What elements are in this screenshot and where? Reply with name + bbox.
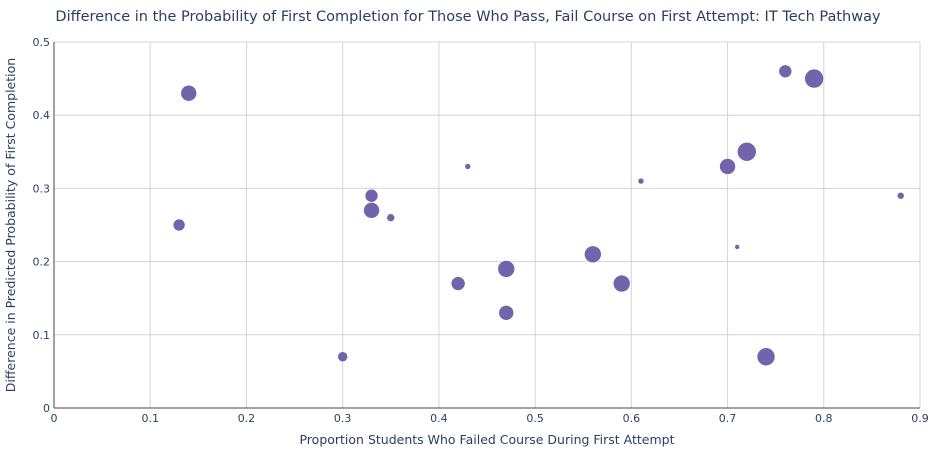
data-point[interactable] [756,347,776,367]
chart-title: Difference in the Probability of First C… [55,9,881,25]
data-points [172,64,905,367]
data-point[interactable] [719,158,736,175]
y-tick-label: 0 [43,402,50,415]
x-tick-label: 0.8 [815,412,833,425]
x-tick-label: 0.9 [911,412,929,425]
data-point[interactable] [337,351,348,363]
data-point[interactable] [736,142,757,162]
data-point[interactable] [637,177,645,185]
x-tick-label: 0 [51,412,58,425]
y-tick-label: 0.2 [33,256,51,269]
y-axis-title: Difference in Predicted Probability of F… [3,58,18,392]
data-point[interactable] [180,84,198,102]
x-axis-title: Proportion Students Who Failed Course Du… [299,432,674,447]
data-point[interactable] [612,274,631,293]
x-tick-label: 0.3 [334,412,352,425]
y-tick-label: 0.5 [33,36,51,49]
data-point[interactable] [734,244,740,250]
x-tick-label: 0.6 [623,412,641,425]
y-tick-label: 0.3 [33,182,51,195]
data-point[interactable] [172,218,186,232]
data-point[interactable] [804,68,824,89]
y-tick-label: 0.4 [33,109,51,122]
axes [53,42,920,409]
data-point[interactable] [363,202,380,219]
data-point[interactable] [778,64,793,79]
data-point[interactable] [896,191,905,200]
grid [54,41,921,408]
x-tick-label: 0.1 [141,412,159,425]
data-point[interactable] [386,213,396,222]
data-point[interactable] [464,163,472,170]
y-tick-label: 0.1 [33,329,51,342]
data-point[interactable] [584,245,602,264]
x-tick-label: 0.4 [430,412,448,425]
x-tick-label: 0.5 [526,412,544,425]
data-point[interactable] [498,305,515,321]
data-point[interactable] [450,276,466,291]
x-tick-label: 0.7 [719,412,737,425]
x-tick-label: 0.2 [238,412,256,425]
data-point[interactable] [497,260,516,278]
tick-labels: 0 0.1 0.2 0.3 0.4 0.5 0.6 0.7 0.8 0.9 0 0.1 0.2 0.3 0.… [33,36,929,425]
data-point[interactable] [364,188,379,203]
